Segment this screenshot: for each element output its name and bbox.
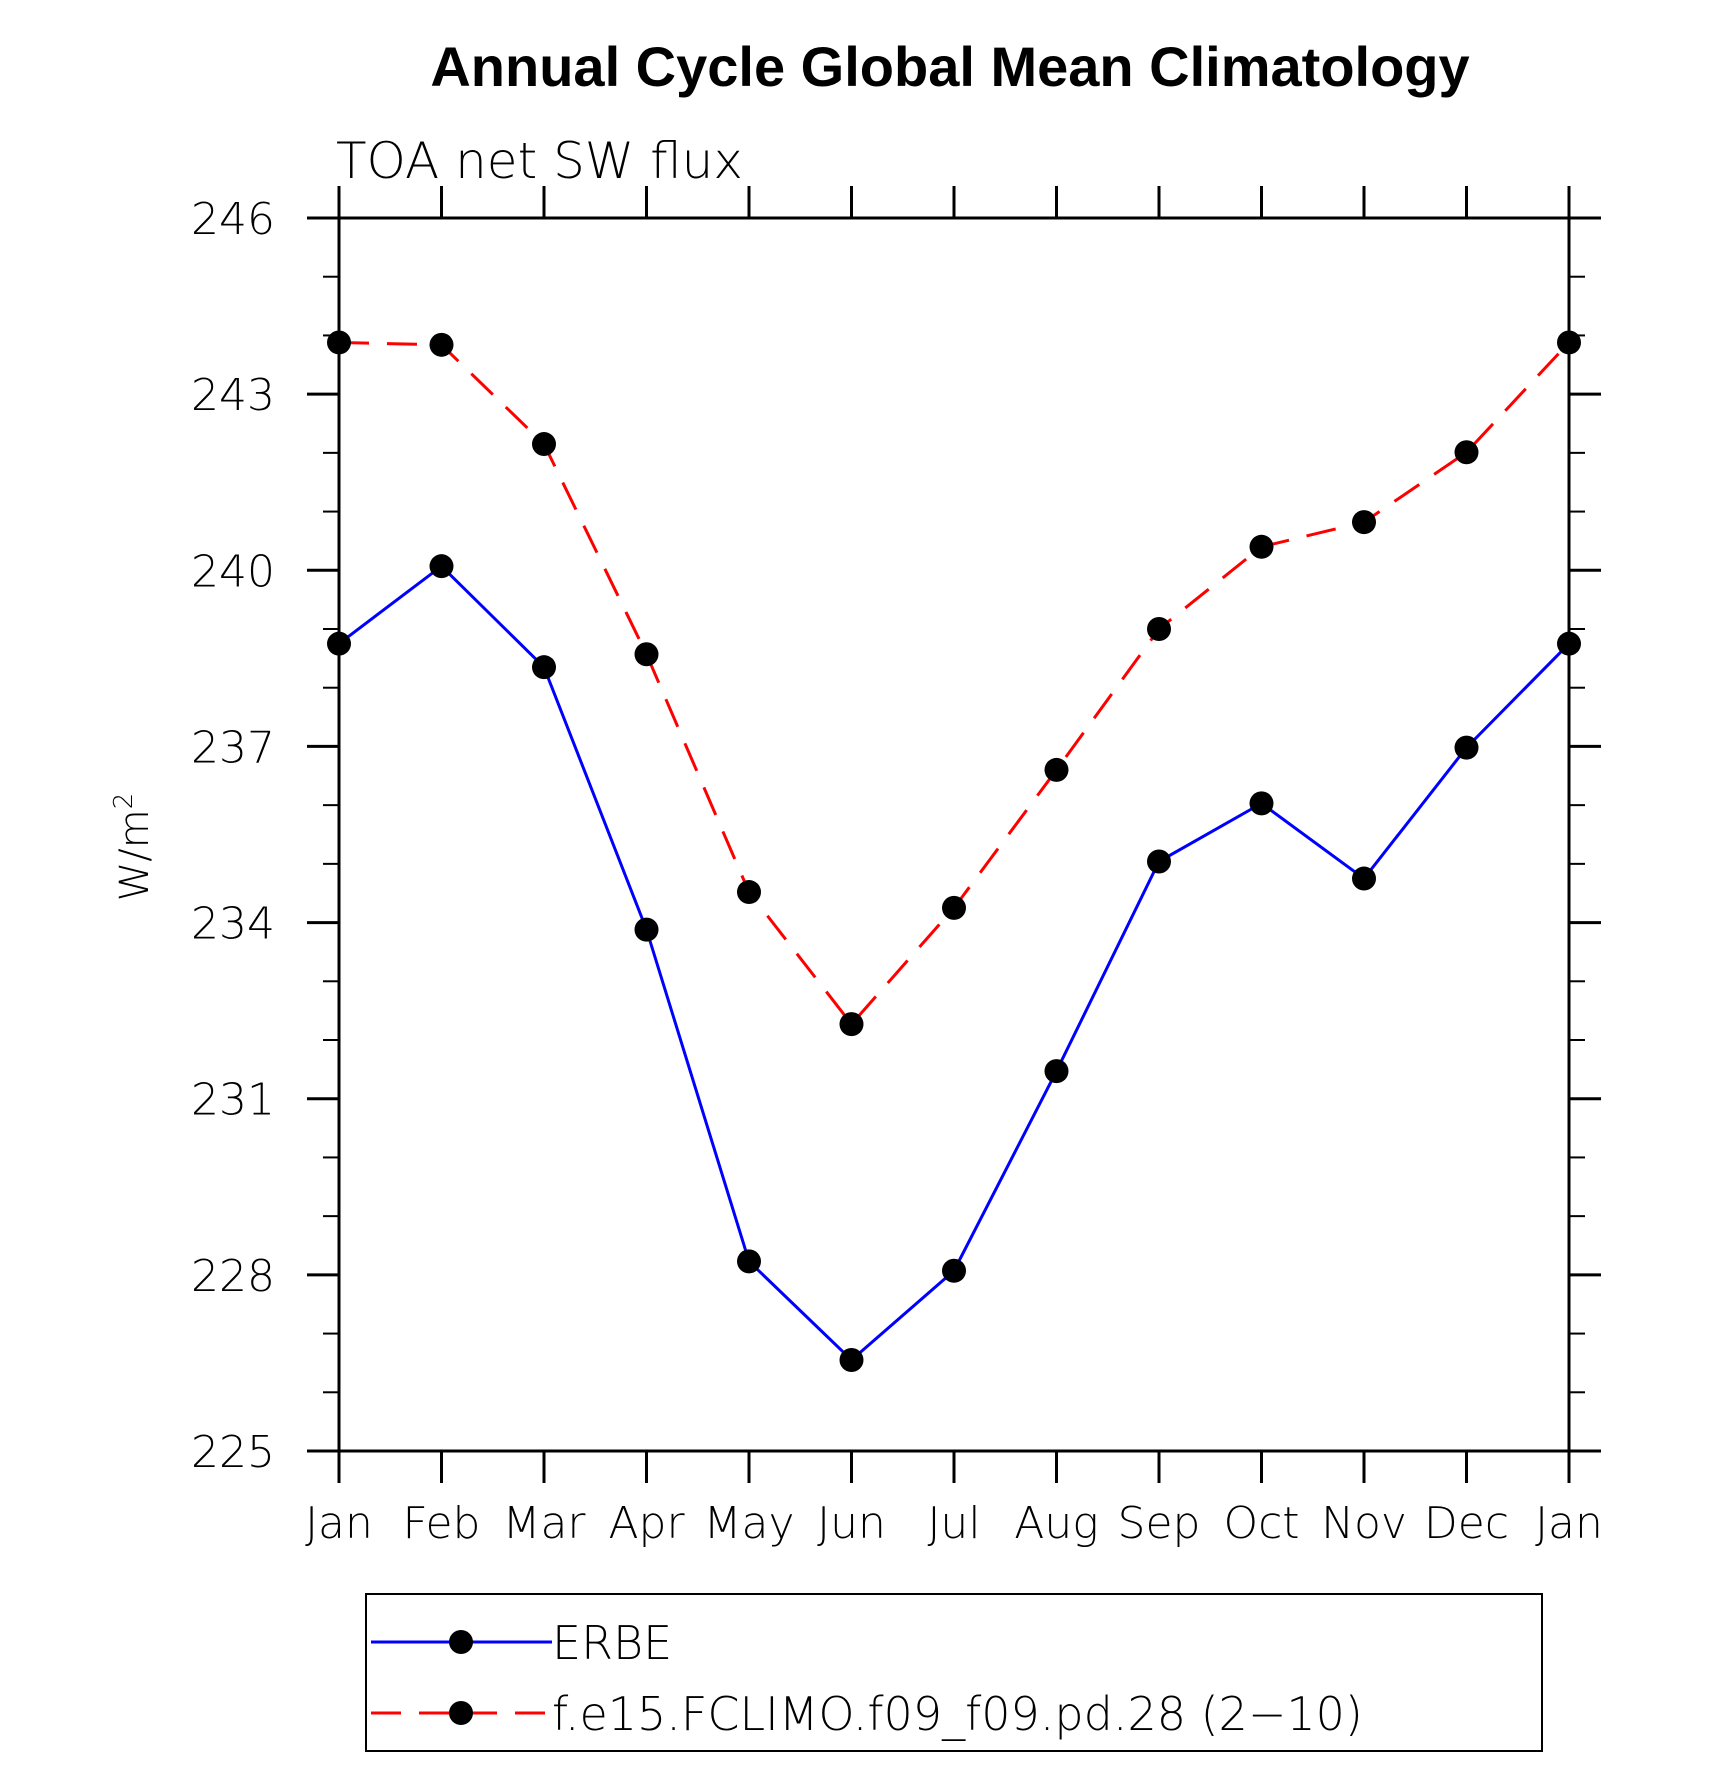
x-tick-label: Jun	[817, 1498, 886, 1549]
legend-label-1: f.e15.FCLIMO.f09_f09.pd.28 (2−10)	[552, 1687, 1363, 1741]
series-layer	[327, 330, 1581, 1372]
x-tick-label: Sep	[1118, 1498, 1201, 1549]
series-1-point	[737, 880, 761, 905]
y-tick-label: 237	[191, 722, 275, 773]
x-tick-label: Aug	[1014, 1498, 1098, 1549]
axes-layer: Jan Feb Mar Apr May Jun Jul Aug Sep Oct Nov Dec Jan 2…	[191, 186, 1603, 1549]
x-tick-label: Jan	[305, 1498, 373, 1549]
series-1-point	[942, 895, 966, 920]
legend: ERBE f.e15.FCLIMO.f09_f09.pd.28 (2−10)	[365, 1593, 1543, 1752]
series-1-point	[1352, 510, 1376, 535]
series-1-point	[532, 432, 556, 457]
legend-marker-1	[449, 1701, 473, 1725]
series-1-point	[839, 1012, 864, 1037]
series-1-point	[1147, 617, 1171, 641]
series-1-point	[634, 642, 659, 667]
x-tick-label: Nov	[1321, 1498, 1407, 1549]
y-tick-label: 246	[191, 194, 275, 245]
y-tick-label: 228	[191, 1251, 275, 1302]
x-tick-label: Apr	[608, 1498, 685, 1549]
series-line-0	[338, 564, 1571, 1363]
legend-box	[365, 1593, 1543, 1752]
series-0-point	[429, 554, 454, 579]
series-1-point	[1249, 534, 1274, 559]
y-tick-label: 243	[191, 370, 275, 421]
x-tick-label: Feb	[403, 1498, 481, 1549]
series-0-point	[1557, 631, 1581, 656]
series-0-point	[1249, 791, 1274, 816]
series-0-point	[634, 917, 659, 942]
y-tick-label: 234	[191, 899, 275, 950]
x-tick-label: Mar	[502, 1498, 586, 1549]
series-0-point	[1147, 849, 1171, 874]
y-tick-label: 225	[191, 1427, 275, 1478]
series-0-point	[737, 1249, 761, 1274]
legend-label-0: ERBE	[552, 1616, 672, 1670]
series-1-point	[1044, 757, 1069, 782]
x-tick-label: May	[704, 1498, 795, 1549]
y-tick-label: 240	[191, 546, 275, 597]
series-0-point	[942, 1258, 966, 1283]
y-tick-label: 231	[191, 1075, 275, 1126]
y-axis-label: W/m2	[109, 793, 158, 902]
series-0-point	[1352, 866, 1376, 891]
y-axis-label-sup: 2	[109, 793, 139, 810]
series-1-point	[429, 332, 454, 357]
x-tick-label: Oct	[1223, 1498, 1299, 1549]
x-tick-label: Dec	[1424, 1498, 1509, 1549]
series-line-1	[338, 340, 1571, 1027]
chart-subtitle: TOA net SW flux	[336, 132, 743, 190]
series-1-point	[327, 330, 351, 355]
legend-marker-0	[449, 1630, 473, 1654]
series-1-point	[1454, 440, 1479, 465]
x-tick-label: Jul	[927, 1498, 980, 1549]
y-axis-label-base: W/m	[112, 809, 158, 901]
series-1-point	[1557, 330, 1581, 355]
series-0-point	[532, 655, 556, 680]
series-0-point	[327, 631, 351, 656]
series-0-point	[839, 1347, 864, 1372]
series-0-point	[1454, 735, 1479, 760]
series-0-point	[1044, 1059, 1069, 1084]
chart-title: Annual Cycle Global Mean Climatology	[430, 35, 1469, 98]
x-tick-label: Jan	[1535, 1498, 1603, 1549]
